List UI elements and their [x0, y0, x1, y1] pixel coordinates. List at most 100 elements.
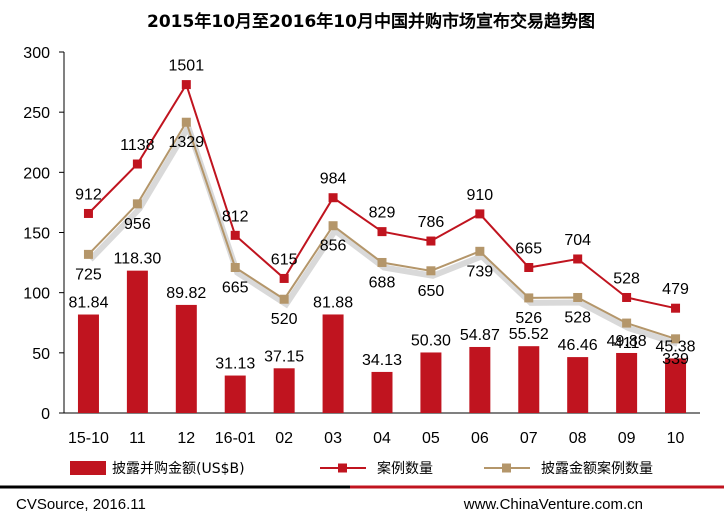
point-label: 650 — [418, 283, 445, 300]
bar — [322, 314, 344, 413]
y-tick-label: 50 — [32, 346, 50, 363]
bar-value-label: 50.30 — [411, 332, 451, 349]
point-label: 520 — [271, 311, 298, 328]
bar-value-label: 49.88 — [607, 333, 647, 350]
bar-value-label: 45.38 — [656, 338, 696, 355]
bar — [77, 314, 99, 413]
series-marker — [622, 292, 632, 302]
x-tick-label: 10 — [667, 430, 685, 447]
series-marker — [83, 249, 93, 259]
bar — [518, 346, 540, 413]
point-label: 526 — [515, 310, 542, 327]
series-marker — [230, 263, 240, 273]
point-label: 615 — [271, 251, 298, 268]
point-label: 528 — [613, 270, 640, 287]
point-label: 910 — [466, 187, 493, 204]
point-label: 1329 — [169, 134, 205, 151]
x-tick-label: 04 — [373, 430, 391, 447]
bar-value-label: 31.13 — [215, 356, 255, 373]
legend-swatch-bar — [70, 461, 106, 475]
legend-label-disclosed: 披露金额案例数量 — [541, 460, 653, 477]
legend-label-bar: 披露并购金额(US$B) — [112, 461, 245, 477]
point-label: 856 — [320, 238, 347, 255]
series-marker — [279, 273, 289, 283]
point-label: 739 — [466, 263, 493, 280]
x-tick-label: 16-01 — [215, 430, 256, 447]
series-marker — [573, 292, 583, 302]
line-series — [83, 80, 681, 347]
series-marker — [426, 236, 436, 246]
bar-value-label: 37.15 — [264, 348, 304, 365]
series-marker — [230, 230, 240, 240]
series-marker — [573, 254, 583, 264]
bar — [371, 371, 393, 413]
series-marker — [83, 208, 93, 218]
point-label: 829 — [369, 205, 396, 222]
point-label: 411 — [614, 335, 640, 352]
x-tick-label: 11 — [129, 430, 146, 447]
y-tick-label: 200 — [23, 165, 50, 182]
x-tick-label: 05 — [422, 430, 440, 447]
point-label: 912 — [75, 186, 102, 203]
bar — [469, 346, 491, 413]
series-marker — [377, 227, 387, 237]
bar-value-label: 81.88 — [313, 294, 353, 311]
x-tick-label: 12 — [177, 430, 195, 447]
point-label: 704 — [564, 232, 591, 249]
legend-label-cases: 案例数量 — [377, 460, 433, 477]
series-marker — [377, 257, 387, 267]
x-tick-label: 03 — [324, 430, 342, 447]
series-marker — [475, 209, 485, 219]
point-label: 339 — [662, 351, 689, 368]
bar-value-label: 34.13 — [362, 352, 402, 369]
bar — [224, 375, 246, 413]
footer-website: www.ChinaVenture.com.cn — [463, 496, 643, 513]
point-label: 956 — [124, 216, 151, 233]
point-label: 1501 — [169, 58, 205, 75]
x-tick-label: 09 — [618, 430, 636, 447]
point-label: 665 — [515, 241, 542, 258]
y-tick-label: 0 — [41, 406, 50, 423]
series-marker — [181, 117, 191, 127]
bar — [273, 368, 295, 413]
footer-source: CVSource, 2016.11 — [16, 496, 146, 513]
series-marker — [132, 199, 142, 209]
bar-value-label: 81.84 — [68, 295, 108, 312]
bar — [567, 357, 589, 413]
y-tick-label: 150 — [23, 226, 50, 243]
point-label: 812 — [222, 208, 249, 225]
x-tick-label: 06 — [471, 430, 489, 447]
point-label: 725 — [75, 266, 102, 283]
bar — [175, 304, 197, 413]
bar — [665, 358, 687, 413]
series-marker — [671, 334, 681, 344]
series-marker — [279, 294, 289, 304]
series-marker — [328, 193, 338, 203]
bar — [126, 270, 148, 413]
bar-value-label: 46.46 — [558, 337, 598, 354]
point-label: 786 — [418, 214, 445, 231]
point-label: 688 — [369, 274, 396, 291]
legend: 披露并购金额(US$B) 案例数量 披露金额案例数量 — [70, 460, 653, 477]
point-label: 665 — [222, 280, 249, 297]
bar-value-label: 89.82 — [166, 285, 206, 302]
point-label: 984 — [320, 171, 347, 188]
series-marker — [671, 303, 681, 313]
bar-series — [77, 270, 687, 413]
bar — [420, 352, 442, 413]
y-tick-label: 100 — [23, 286, 50, 303]
y-tick-label: 300 — [23, 45, 50, 62]
chart-title: 2015年10月至2016年10月中国并购市场宣布交易趋势图 — [147, 11, 595, 32]
series-marker — [524, 263, 534, 273]
x-tick-label: 02 — [275, 430, 293, 447]
axes: 0 50 100 150 200 250 300 15-10 11 12 16-01 02 03 04 05… — [23, 45, 700, 447]
footer: CVSource, 2016.11 www.ChinaVenture.com.c… — [0, 485, 724, 513]
point-label: 528 — [564, 309, 591, 326]
bar — [616, 352, 638, 413]
bar-value-label: 55.52 — [509, 326, 549, 343]
series-marker — [328, 221, 338, 231]
series-marker — [132, 159, 142, 169]
y-tick-label: 250 — [23, 105, 50, 122]
